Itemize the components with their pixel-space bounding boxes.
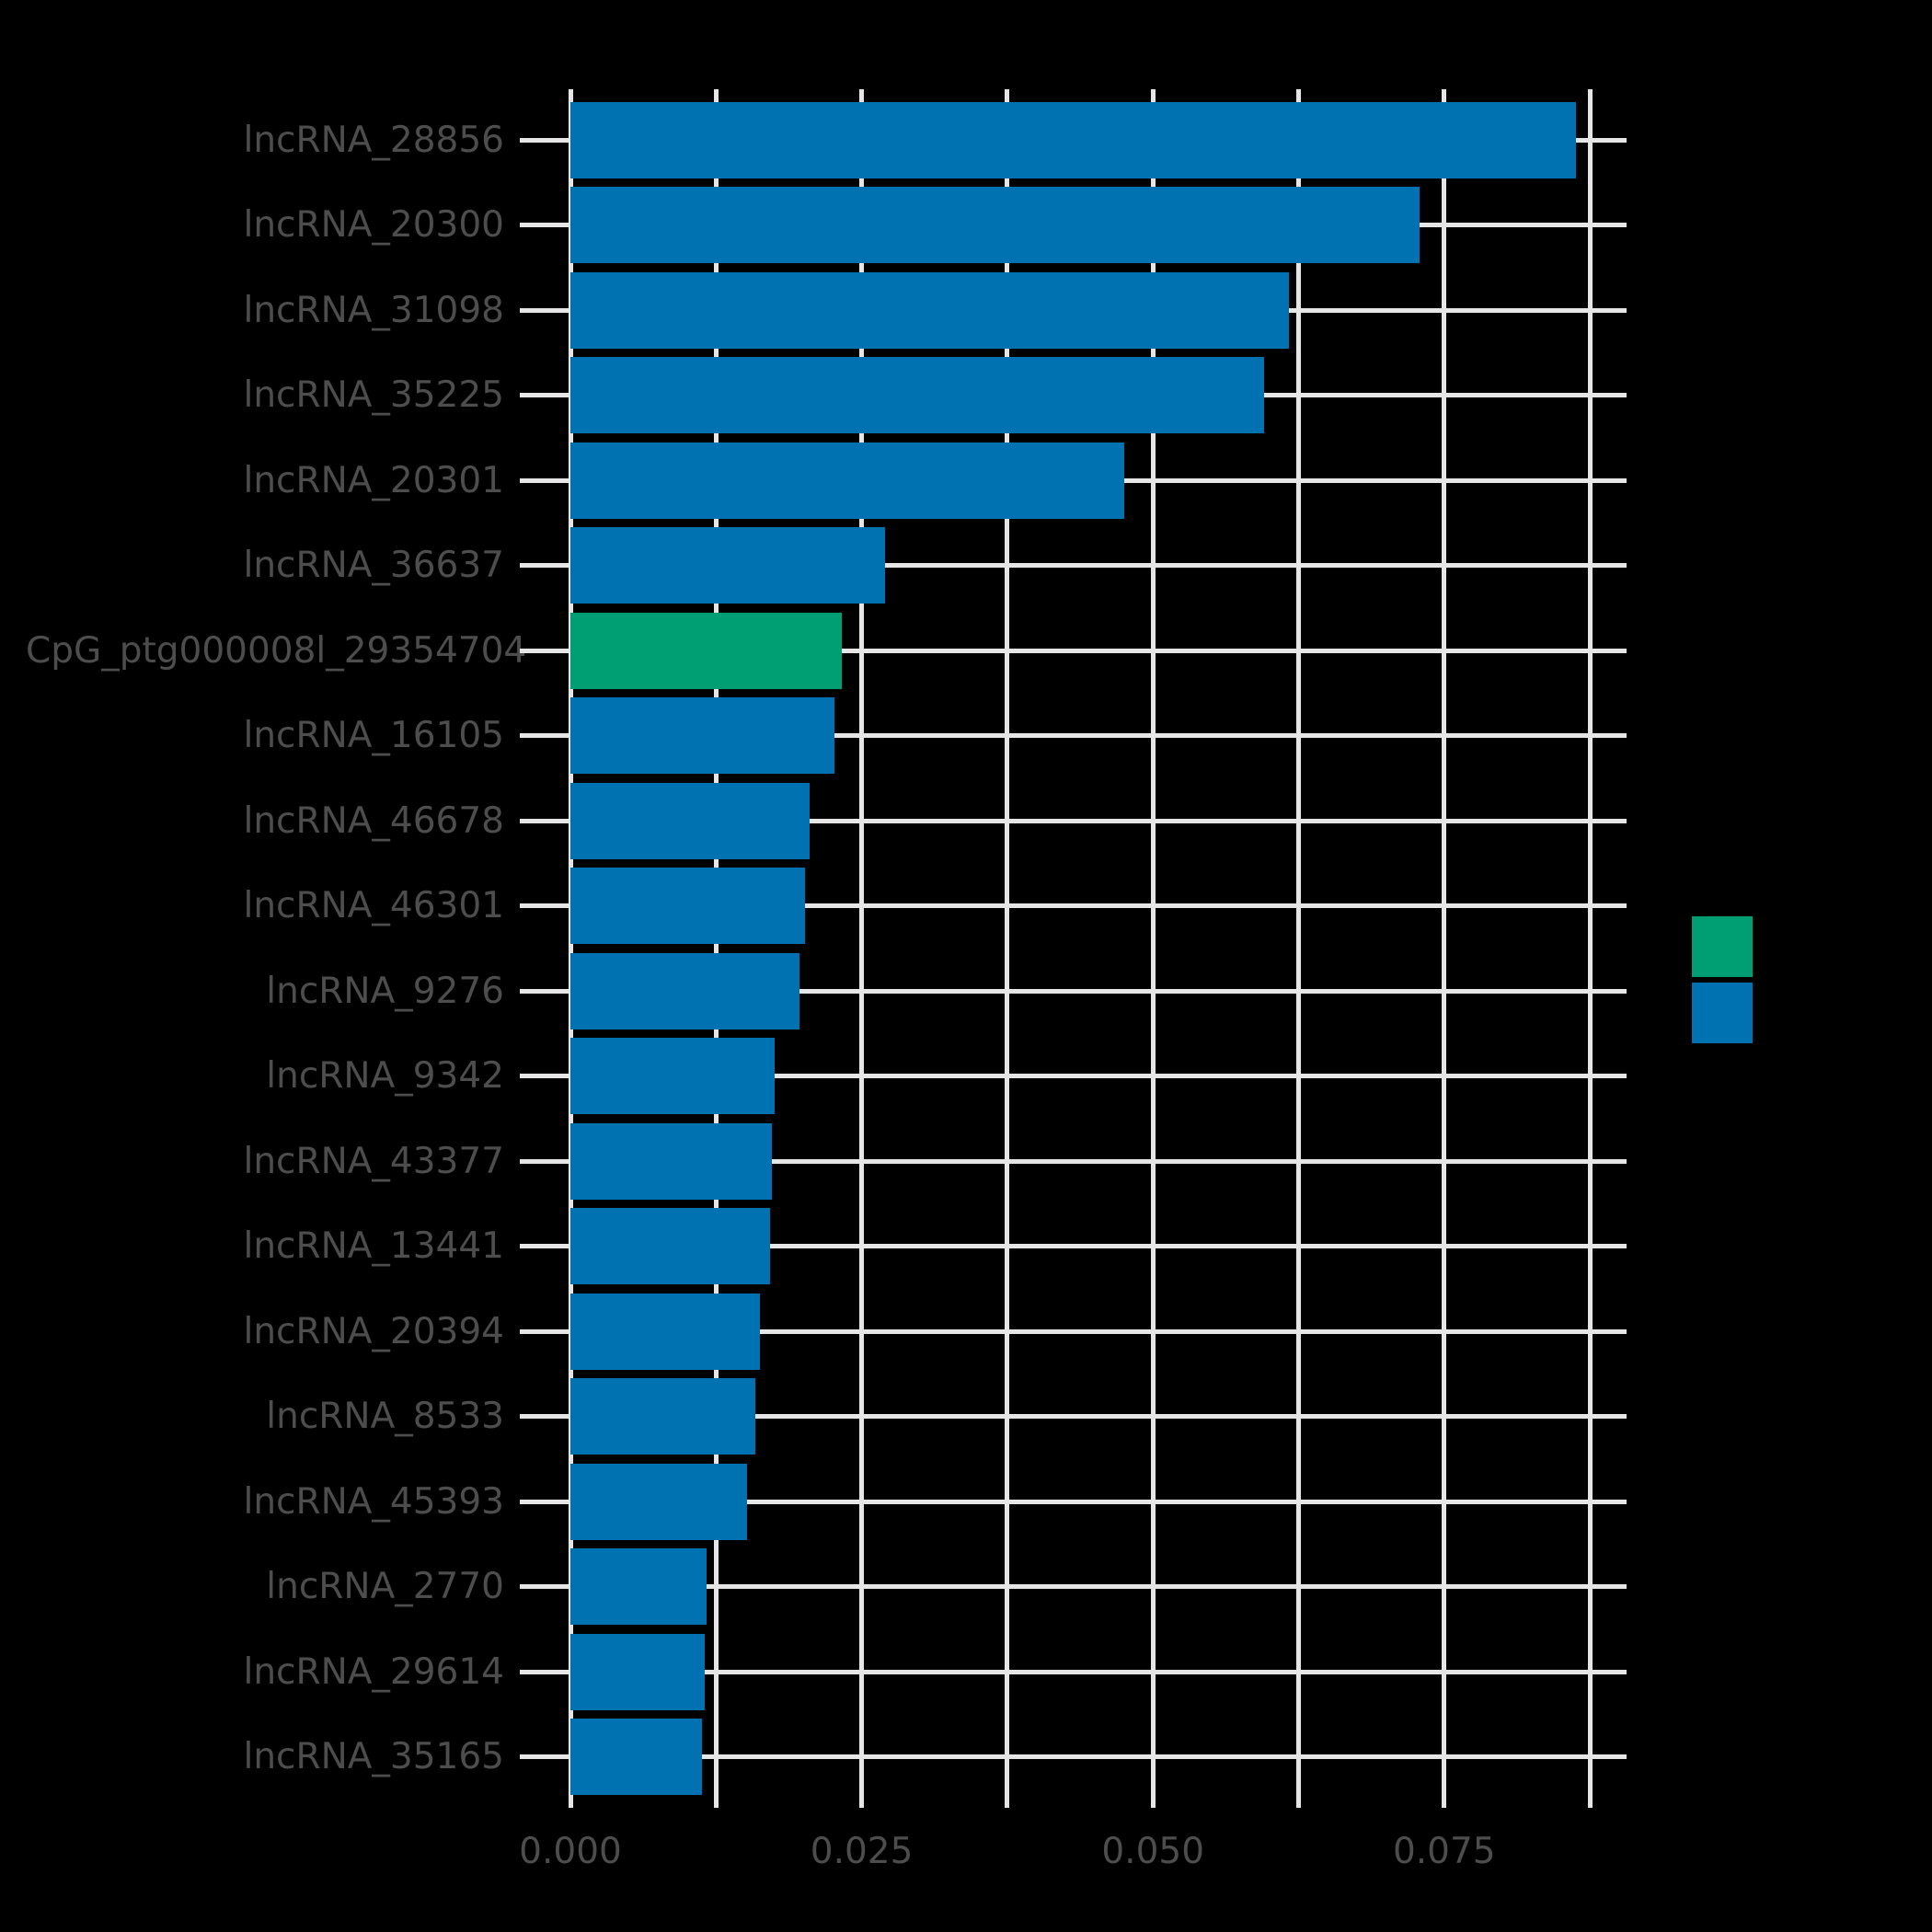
bar <box>570 1378 755 1455</box>
x-tick-label: 0.000 <box>519 1831 622 1872</box>
horizontal-gridline <box>520 1328 1627 1334</box>
bar <box>570 1634 705 1710</box>
bar <box>570 187 1420 263</box>
vertical-gridline <box>1587 89 1593 1808</box>
category-label: lncRNA_35165 <box>243 1736 504 1777</box>
category-label: lncRNA_2770 <box>266 1566 504 1607</box>
horizontal-gridline <box>520 988 1627 994</box>
vertical-gridline <box>1150 89 1156 1808</box>
vertical-gridline <box>1442 89 1447 1808</box>
category-label: lncRNA_9276 <box>266 971 504 1012</box>
category-label: lncRNA_36637 <box>243 545 504 586</box>
bar <box>570 1123 772 1200</box>
bar <box>570 1464 747 1540</box>
vertical-gridline <box>859 89 865 1808</box>
category-label: lncRNA_8533 <box>266 1396 504 1437</box>
horizontal-gridline <box>520 1074 1627 1079</box>
bar <box>570 527 885 604</box>
bar <box>570 1208 770 1284</box>
bar <box>570 953 799 1029</box>
bar <box>570 1719 702 1795</box>
category-label: lncRNA_43377 <box>243 1141 504 1182</box>
category-label: lncRNA_31098 <box>243 290 504 331</box>
chart-panel <box>520 89 1627 1808</box>
category-label: lncRNA_35225 <box>243 374 504 416</box>
bar <box>570 1294 760 1370</box>
category-label: lncRNA_46678 <box>243 800 504 842</box>
category-label: lncRNA_28856 <box>243 120 504 161</box>
horizontal-gridline <box>520 1244 1627 1249</box>
bar <box>570 272 1289 349</box>
vertical-gridline <box>1005 89 1010 1808</box>
category-label: lncRNA_20301 <box>243 460 504 501</box>
horizontal-gridline <box>520 1499 1627 1504</box>
category-label: lncRNA_29614 <box>243 1651 504 1693</box>
bar <box>570 868 805 944</box>
horizontal-gridline <box>520 903 1627 909</box>
bar <box>570 1038 775 1114</box>
legend-swatch-highlight <box>1692 916 1753 977</box>
x-tick-label: 0.075 <box>1392 1831 1496 1872</box>
horizontal-gridline <box>520 818 1627 823</box>
horizontal-gridline <box>520 1158 1627 1164</box>
bar <box>570 697 834 774</box>
bar <box>570 102 1576 178</box>
horizontal-gridline <box>520 1669 1627 1674</box>
bar <box>570 1548 707 1625</box>
category-label: lncRNA_13441 <box>243 1225 504 1267</box>
category-label: CpG_ptg000008l_29354704 <box>26 630 527 672</box>
category-label: lncRNA_46301 <box>243 885 504 926</box>
horizontal-gridline <box>520 733 1627 739</box>
category-label: lncRNA_45393 <box>243 1481 504 1523</box>
x-tick-label: 0.050 <box>1101 1831 1205 1872</box>
legend-swatch-default <box>1692 983 1753 1043</box>
horizontal-gridline <box>520 1414 1627 1420</box>
category-label: lncRNA_16105 <box>243 715 504 756</box>
horizontal-gridline <box>520 648 1627 653</box>
bar <box>570 443 1124 519</box>
x-tick-label: 0.025 <box>810 1831 914 1872</box>
horizontal-gridline <box>520 1754 1627 1759</box>
category-label: lncRNA_9342 <box>266 1055 504 1097</box>
horizontal-gridline <box>520 563 1627 569</box>
vertical-gridline <box>568 89 573 1808</box>
vertical-gridline <box>713 89 719 1808</box>
bar <box>570 783 810 859</box>
vertical-gridline <box>1296 89 1301 1808</box>
category-label: lncRNA_20300 <box>243 204 504 246</box>
legend <box>1692 916 1753 1049</box>
horizontal-gridline <box>520 1584 1627 1590</box>
bar <box>570 357 1264 433</box>
category-label: lncRNA_20394 <box>243 1311 504 1352</box>
bar <box>570 613 842 689</box>
